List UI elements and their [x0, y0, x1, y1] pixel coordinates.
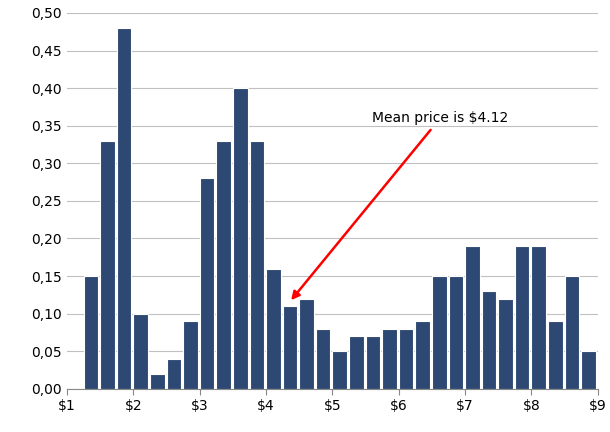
Bar: [565, 276, 580, 389]
Bar: [282, 306, 297, 389]
Bar: [482, 291, 497, 389]
Text: Mean price is $4.12: Mean price is $4.12: [293, 111, 509, 298]
Bar: [100, 141, 115, 389]
Bar: [465, 246, 479, 389]
Bar: [117, 28, 131, 389]
Bar: [150, 374, 165, 389]
Bar: [332, 351, 347, 389]
Bar: [233, 88, 248, 389]
Bar: [167, 359, 181, 389]
Bar: [365, 336, 380, 389]
Bar: [531, 246, 546, 389]
Bar: [432, 276, 447, 389]
Bar: [316, 329, 331, 389]
Bar: [249, 141, 264, 389]
Bar: [266, 269, 281, 389]
Bar: [581, 351, 596, 389]
Bar: [415, 321, 430, 389]
Bar: [217, 141, 231, 389]
Bar: [382, 329, 397, 389]
Bar: [300, 299, 314, 389]
Bar: [84, 276, 98, 389]
Bar: [134, 314, 148, 389]
Bar: [548, 321, 562, 389]
Bar: [399, 329, 414, 389]
Bar: [183, 321, 198, 389]
Bar: [515, 246, 529, 389]
Bar: [349, 336, 364, 389]
Bar: [498, 299, 513, 389]
Bar: [448, 276, 463, 389]
Bar: [199, 178, 214, 389]
